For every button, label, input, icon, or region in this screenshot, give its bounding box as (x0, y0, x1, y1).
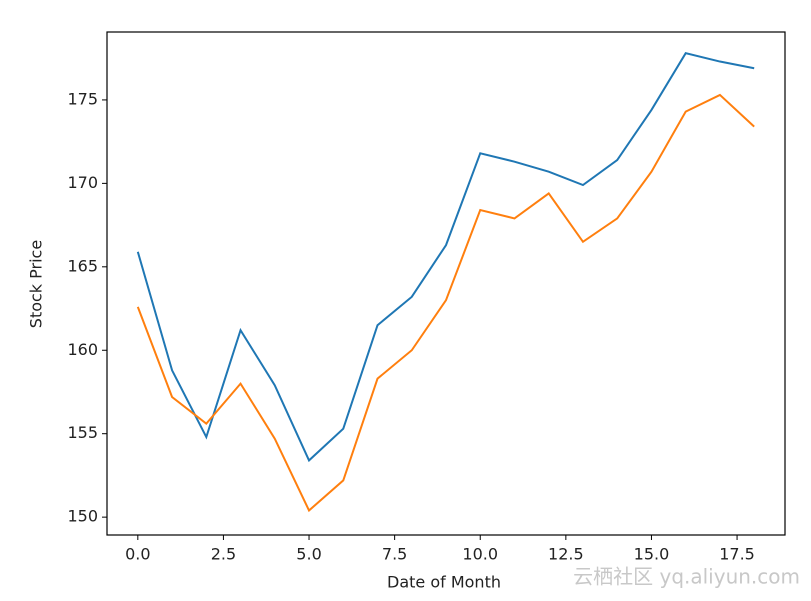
y-tick-label: 170 (67, 173, 98, 192)
x-tick-label: 10.0 (462, 545, 498, 564)
y-tick-label: 150 (67, 507, 98, 526)
line-series (136, 93, 755, 513)
plot-frame (106, 31, 786, 536)
x-axis-label: Date of Month (387, 573, 501, 592)
y-tick-label: 175 (67, 89, 98, 108)
x-tick-label: 12.5 (548, 545, 584, 564)
y-tick-label: 165 (67, 256, 98, 275)
y-tick-label: 160 (67, 340, 98, 359)
line-series (136, 52, 755, 463)
x-tick-label: 7.5 (382, 545, 407, 564)
x-tick-label: 0.0 (125, 545, 150, 564)
watermark: 云栖社区 yq.aliyun.com (573, 565, 800, 589)
x-tick-label: 17.5 (719, 545, 755, 564)
x-tick-label: 2.5 (211, 545, 236, 564)
x-tick-label: 15.0 (634, 545, 670, 564)
y-tick-label: 155 (67, 423, 98, 442)
x-tick-label: 5.0 (296, 545, 321, 564)
y-axis-label: Stock Price (27, 240, 46, 328)
